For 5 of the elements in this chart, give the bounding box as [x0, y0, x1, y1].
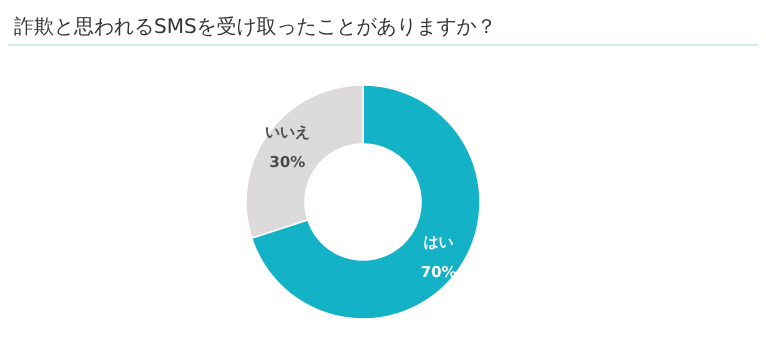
slice-label: はい [424, 232, 454, 251]
chart-title: 詐欺と思われるSMSを受け取ったことがありますか？ [14, 14, 497, 38]
data-label: 70% [420, 262, 457, 281]
data-label: 30% [269, 153, 306, 172]
slice-label: いいえ [264, 123, 310, 142]
